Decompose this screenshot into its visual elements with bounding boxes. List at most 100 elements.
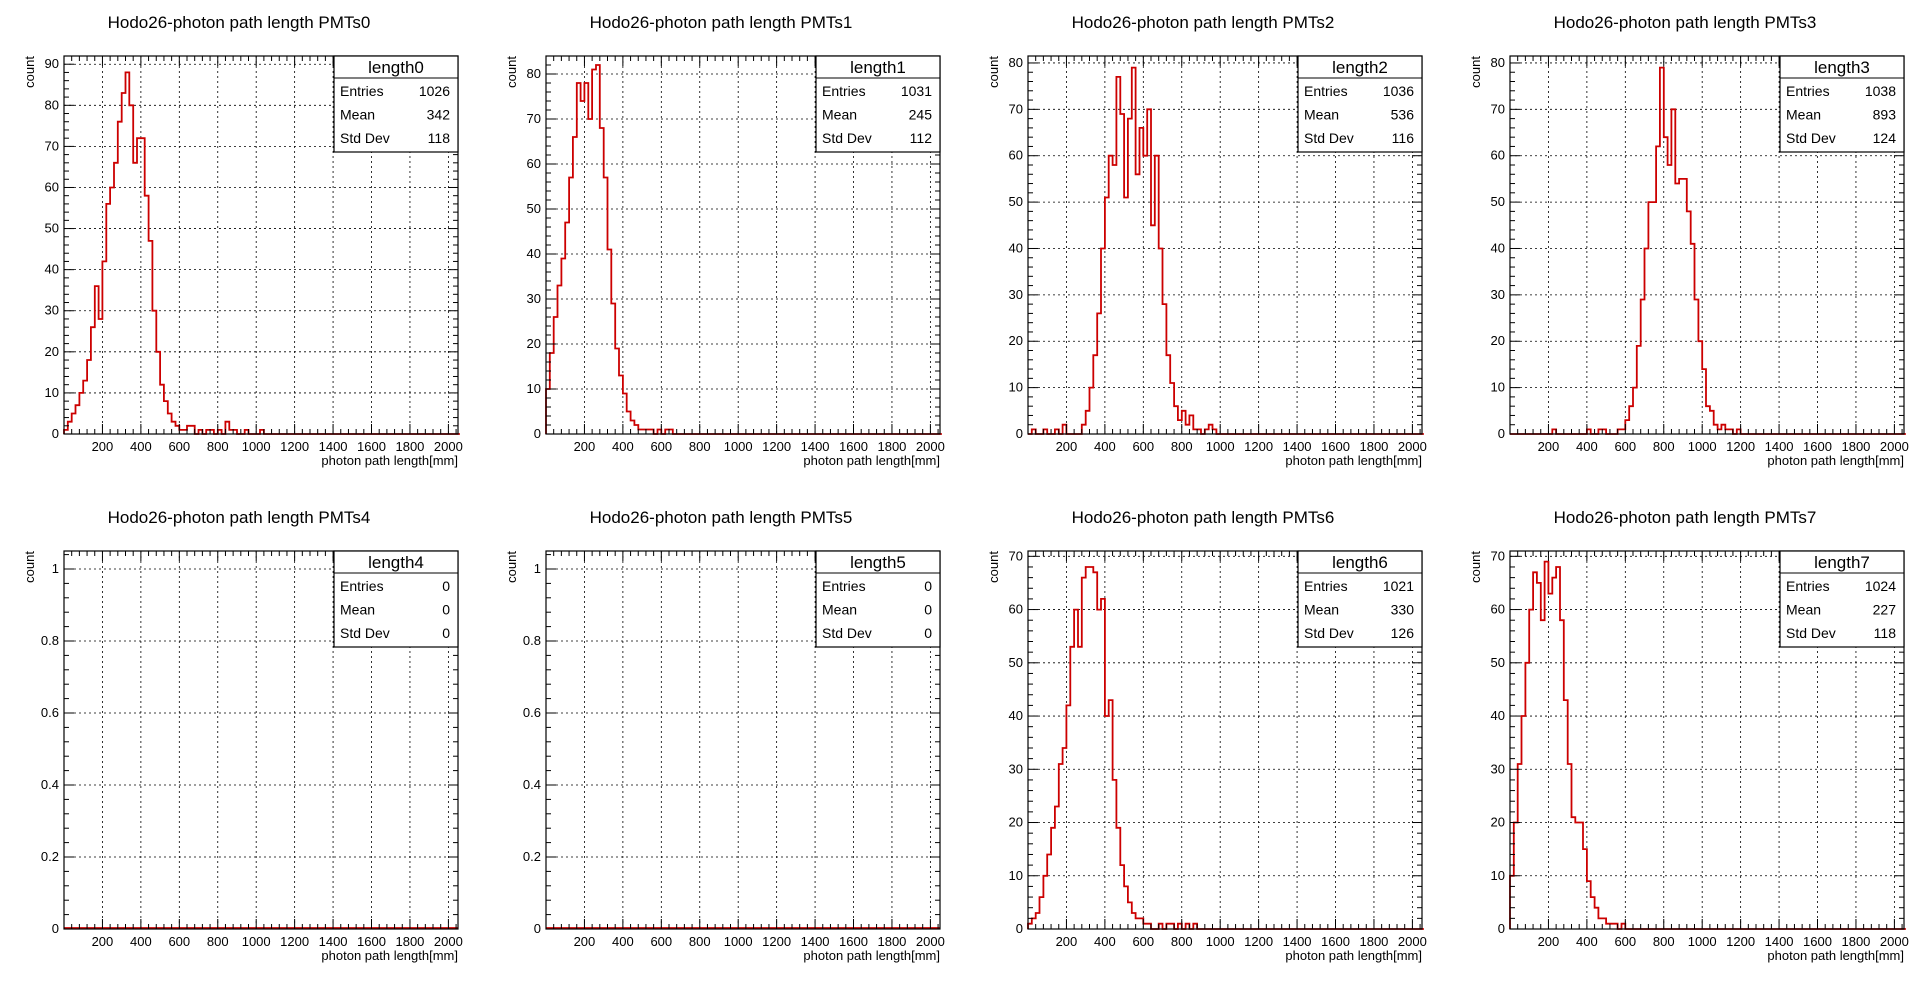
x-tick-label: 1200 <box>762 934 791 949</box>
y-tick-label: 80 <box>1491 55 1505 70</box>
y-tick-label: 0.8 <box>41 633 59 648</box>
stats-value: 227 <box>1873 602 1897 618</box>
x-tick-label: 1600 <box>1321 439 1350 454</box>
stats-box <box>1779 550 1905 648</box>
y-tick-label: 70 <box>1491 101 1505 116</box>
x-tick-label: 1000 <box>724 439 753 454</box>
x-tick-label: 800 <box>1653 439 1675 454</box>
stats-value: 1024 <box>1865 578 1896 594</box>
x-tick-label: 800 <box>1653 934 1675 949</box>
plot-frame <box>545 550 941 930</box>
x-axis-label: photon path length[mm] <box>803 453 940 468</box>
y-tick-label: 30 <box>1009 761 1023 776</box>
stats-label: Std Dev <box>1786 130 1836 146</box>
x-tick-label: 1200 <box>1244 439 1273 454</box>
y-axis-label: count <box>22 551 37 583</box>
x-tick-label: 2000 <box>434 934 463 949</box>
y-tick-label: 30 <box>1491 287 1505 302</box>
stats-box <box>333 55 459 153</box>
stats-value: 124 <box>1873 130 1897 146</box>
stats-value: 1031 <box>901 83 932 99</box>
x-tick-label: 600 <box>1132 439 1154 454</box>
x-tick-label: 1000 <box>1688 934 1717 949</box>
x-tick-label: 1800 <box>395 439 424 454</box>
stats-box <box>1297 550 1423 648</box>
y-axis-label: count <box>986 56 1001 88</box>
y-tick-label: 70 <box>527 111 541 126</box>
x-tick-label: 400 <box>1576 934 1598 949</box>
chart-title: Hodo26-photon path length PMTs6 <box>1072 508 1335 527</box>
stats-label: Entries <box>1786 83 1830 99</box>
y-tick-label: 0 <box>52 921 59 936</box>
stats-box <box>333 550 459 648</box>
y-tick-label: 10 <box>1491 868 1505 883</box>
x-axis-label: photon path length[mm] <box>1767 948 1904 963</box>
x-tick-label: 400 <box>130 439 152 454</box>
stats-label: Mean <box>340 107 375 123</box>
x-tick-label: 2000 <box>1880 439 1909 454</box>
x-tick-label: 1400 <box>801 439 830 454</box>
x-tick-label: 1600 <box>357 934 386 949</box>
x-tick-label: 1800 <box>1841 934 1870 949</box>
x-tick-label: 200 <box>92 934 114 949</box>
y-tick-label: 20 <box>1491 333 1505 348</box>
stats-value: 342 <box>427 107 451 123</box>
y-tick-label: 0 <box>1016 426 1023 441</box>
y-tick-label: 60 <box>1491 148 1505 163</box>
y-tick-label: 50 <box>1009 194 1023 209</box>
x-tick-label: 600 <box>168 439 190 454</box>
y-tick-label: 10 <box>1009 380 1023 395</box>
y-tick-label: 0 <box>534 921 541 936</box>
x-tick-label: 1800 <box>1359 439 1388 454</box>
stats-value: 536 <box>1391 107 1415 123</box>
stats-name: length7 <box>1814 553 1870 572</box>
y-tick-label: 30 <box>527 291 541 306</box>
x-tick-label: 1600 <box>1803 439 1832 454</box>
stats-label: Entries <box>1304 83 1348 99</box>
x-tick-label: 1200 <box>1726 934 1755 949</box>
y-tick-label: 30 <box>1491 761 1505 776</box>
x-tick-label: 800 <box>689 439 711 454</box>
stats-label: Std Dev <box>1786 625 1836 641</box>
stats-label: Std Dev <box>1304 625 1354 641</box>
x-tick-label: 200 <box>1056 439 1078 454</box>
y-tick-label: 0.4 <box>41 777 59 792</box>
y-tick-label: 90 <box>45 56 59 71</box>
stats-name: length5 <box>850 553 906 572</box>
x-tick-label: 1200 <box>1244 934 1273 949</box>
chart-title: Hodo26-photon path length PMTs3 <box>1554 13 1817 32</box>
y-tick-label: 60 <box>1009 602 1023 617</box>
y-axis-label: count <box>986 551 1001 583</box>
y-tick-label: 0.6 <box>41 705 59 720</box>
y-axis-label: count <box>504 56 519 88</box>
y-tick-label: 50 <box>527 201 541 216</box>
stats-value: 112 <box>910 130 933 146</box>
y-tick-label: 70 <box>45 138 59 153</box>
y-tick-label: 50 <box>1491 655 1505 670</box>
y-tick-label: 0 <box>534 426 541 441</box>
stats-label: Mean <box>822 107 857 123</box>
y-tick-label: 0.2 <box>41 849 59 864</box>
stats-label: Entries <box>822 578 866 594</box>
stats-name: length3 <box>1814 58 1870 77</box>
y-tick-label: 20 <box>1491 815 1505 830</box>
stats-label: Mean <box>340 602 375 618</box>
x-tick-label: 2000 <box>916 934 945 949</box>
y-tick-label: 1 <box>52 561 59 576</box>
stats-value: 1038 <box>1865 83 1896 99</box>
stats-value: 245 <box>909 107 933 123</box>
x-axis-label: photon path length[mm] <box>803 948 940 963</box>
y-tick-label: 40 <box>45 262 59 277</box>
y-tick-label: 10 <box>45 385 59 400</box>
x-tick-label: 400 <box>1094 934 1116 949</box>
y-tick-label: 50 <box>1009 655 1023 670</box>
stats-label: Std Dev <box>822 625 872 641</box>
x-tick-label: 1000 <box>724 934 753 949</box>
y-tick-label: 40 <box>1491 240 1505 255</box>
stats-box <box>1297 55 1423 153</box>
chart-title: Hodo26-photon path length PMTs5 <box>590 508 853 527</box>
y-tick-label: 50 <box>45 221 59 236</box>
